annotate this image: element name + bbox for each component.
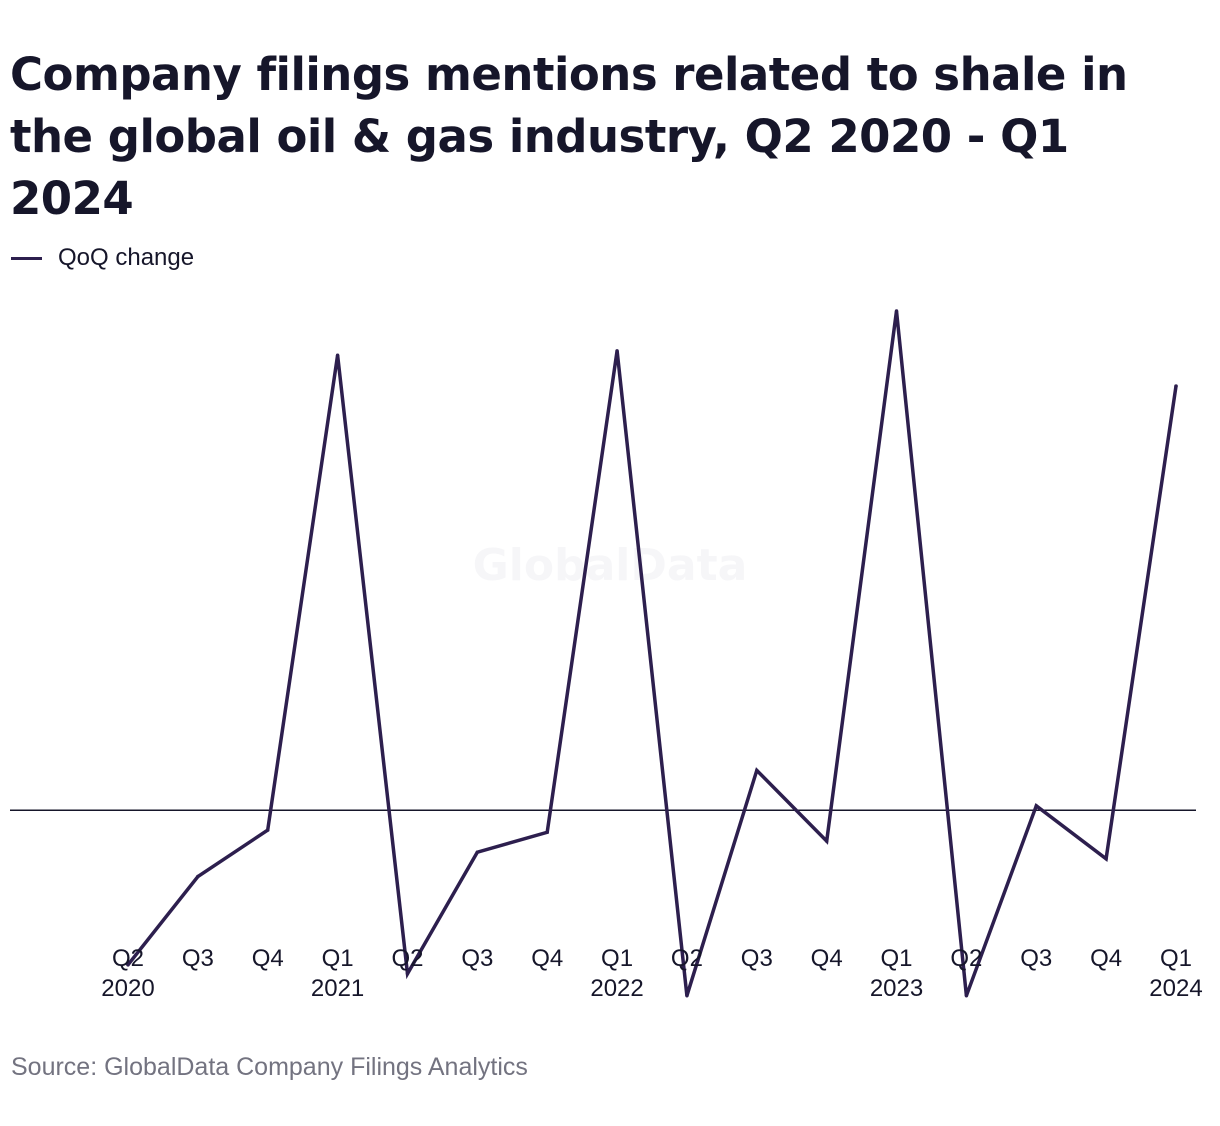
source-note: Source: GlobalData Company Filings Analy… <box>11 1053 528 1081</box>
watermark-text: GlobalData <box>473 540 748 591</box>
x-tick-quarter-6: Q4 <box>531 945 563 972</box>
x-tick-quarter-8: Q2 <box>671 945 703 972</box>
x-tick-quarter-10: Q4 <box>811 945 843 972</box>
data-point-7 <box>615 349 619 353</box>
x-tick-quarter-9: Q3 <box>741 945 773 972</box>
data-point-2 <box>266 828 270 832</box>
data-point-5 <box>475 850 480 854</box>
x-tick-quarter-3: Q1 <box>322 945 354 972</box>
data-point-15 <box>1174 384 1178 388</box>
data-point-1 <box>196 874 200 879</box>
data-points <box>126 309 1178 998</box>
x-tick-quarter-5: Q3 <box>461 945 493 972</box>
data-point-14 <box>1104 857 1108 861</box>
x-tick-quarter-15: Q1 <box>1160 945 1192 972</box>
x-tick-year-11: 2023 <box>870 975 923 1002</box>
data-point-6 <box>545 830 549 834</box>
data-point-4 <box>405 971 410 976</box>
x-tick-quarter-2: Q4 <box>252 945 284 972</box>
data-point-9 <box>755 768 759 773</box>
legend: QoQ change <box>11 242 194 274</box>
data-point-10 <box>824 839 829 843</box>
data-point-8 <box>685 994 689 998</box>
data-point-0 <box>126 963 130 967</box>
x-tick-quarter-7: Q1 <box>601 945 633 972</box>
legend-label: QoQ change <box>58 244 195 271</box>
series-line-qoq-change <box>126 310 1178 997</box>
x-tick-year-3: 2021 <box>311 975 364 1002</box>
x-axis-ticks: Q2 2020 Q3 Q4 Q1 2021 Q2 Q3 Q4 Q1 2022 Q2 Q3 Q4 Q1 2023… <box>101 945 1202 1002</box>
x-tick-quarter-13: Q3 <box>1020 945 1052 972</box>
data-point-13 <box>1034 804 1038 808</box>
chart-title: Company filings mentions related to shal… <box>10 48 1128 225</box>
x-tick-quarter-11: Q1 <box>881 945 913 972</box>
x-tick-year-15: 2024 <box>1149 975 1202 1002</box>
x-tick-quarter-1: Q3 <box>182 945 214 972</box>
x-tick-quarter-4: Q2 <box>391 945 423 972</box>
x-tick-quarter-0: Q2 <box>112 945 144 972</box>
data-point-3 <box>335 353 340 357</box>
data-point-12 <box>964 994 969 998</box>
legend-swatch <box>11 256 42 260</box>
x-tick-year-7: 2022 <box>590 975 643 1002</box>
x-tick-quarter-12: Q2 <box>950 945 982 972</box>
x-tick-year-0: 2020 <box>101 975 154 1002</box>
data-point-11 <box>894 309 899 313</box>
x-tick-quarter-14: Q4 <box>1090 945 1122 972</box>
